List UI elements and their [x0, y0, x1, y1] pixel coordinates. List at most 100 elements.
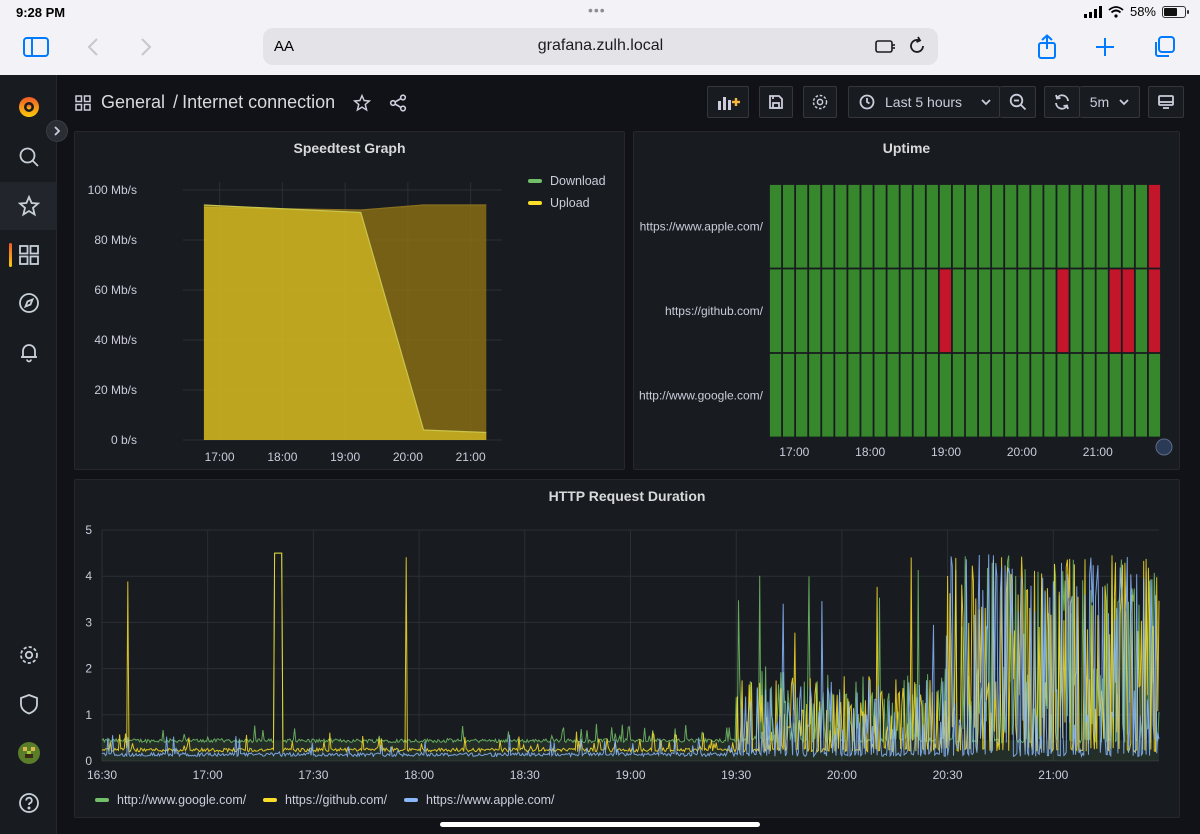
speedtest-panel[interactable]: Speedtest Graph 100 Mb/s 80 Mb/s 60 Mb/s 40… [74, 131, 625, 470]
refresh-interval-picker[interactable]: 5m [1080, 86, 1140, 118]
panel-title[interactable]: Speedtest Graph [293, 140, 406, 156]
save-dashboard-button[interactable] [759, 86, 793, 118]
legend-item-apple[interactable]: https://www.apple.com/ [404, 793, 555, 807]
status-cell-up [926, 353, 938, 437]
grafana-logo-icon[interactable] [0, 83, 57, 131]
legend-label: Upload [550, 196, 590, 210]
explore-icon[interactable] [0, 279, 57, 327]
status-cell-up [796, 269, 808, 353]
address-bar[interactable]: AA grafana.zulh.local [263, 28, 938, 65]
help-icon[interactable] [0, 779, 57, 827]
status-cell-up [1018, 353, 1030, 437]
status-cell-up [1070, 184, 1082, 268]
zoom-out-icon [1009, 93, 1026, 111]
chevron-down-icon [1119, 99, 1129, 106]
status-cell-up [1148, 353, 1161, 437]
status-cell-up [1018, 184, 1030, 268]
refresh-button[interactable] [1044, 86, 1080, 118]
status-cell-down [1148, 269, 1161, 353]
status-cell-up [782, 269, 795, 353]
time-range-picker[interactable]: Last 5 hours [848, 86, 1000, 118]
y-tick-label: 0 [85, 754, 92, 768]
http-duration-panel[interactable]: HTTP Request Duration 5 4 3 2 1 0 16:30 17:00 17… [74, 479, 1180, 818]
zoom-out-button[interactable] [1000, 86, 1036, 118]
status-cell-down [1148, 184, 1161, 268]
uptime-heatmap[interactable]: https://www.apple.com/https://github.com… [634, 132, 1181, 471]
chevron-right-icon [54, 126, 61, 136]
status-cell-up [939, 353, 952, 437]
time-range-label: Last 5 hours [885, 94, 963, 110]
share-dashboard-icon[interactable] [389, 93, 407, 112]
panel-title[interactable]: HTTP Request Duration [548, 488, 706, 504]
status-cell-up [913, 184, 925, 268]
status-cell-up [822, 184, 834, 268]
share-icon[interactable] [1032, 33, 1062, 61]
sidebar-toggle-icon[interactable] [21, 33, 51, 61]
status-cell-up [782, 353, 795, 437]
tabs-overview-icon[interactable] [1149, 33, 1179, 61]
status-cell-up [822, 353, 834, 437]
add-panel-button[interactable] [707, 86, 749, 118]
save-icon [769, 95, 783, 109]
server-admin-shield-icon[interactable] [0, 680, 57, 728]
legend-item-download[interactable]: Download [528, 174, 606, 188]
multitasking-dots-icon[interactable]: ••• [588, 2, 606, 18]
tv-mode-button[interactable] [1148, 86, 1184, 118]
forward-icon[interactable] [131, 33, 161, 61]
status-indicators: 58% [1083, 4, 1189, 19]
legend-label: Download [550, 174, 606, 188]
status-cell-up [822, 269, 834, 353]
reader-options-button[interactable]: AA [274, 38, 295, 55]
user-avatar[interactable] [0, 729, 57, 777]
status-cell-up [992, 269, 1004, 353]
legend-item-github[interactable]: https://github.com/ [263, 793, 387, 807]
status-cell-up [887, 353, 899, 437]
y-tick-label: 60 Mb/s [94, 283, 137, 297]
dashboards-icon[interactable] [0, 231, 57, 279]
status-cell-up [1031, 184, 1043, 268]
y-tick-label: 20 Mb/s [94, 383, 137, 397]
gear-icon [812, 94, 828, 110]
browser-chrome: 9:28 PM ••• 58% AA grafana.zulh.local [0, 0, 1200, 75]
home-indicator [440, 822, 760, 827]
legend-item-upload[interactable]: Upload [528, 196, 590, 210]
starred-icon[interactable] [0, 182, 57, 230]
cellular-signal-icon [1083, 5, 1102, 18]
status-cell-up [769, 353, 782, 437]
status-cell-up [1018, 269, 1030, 353]
breadcrumb-folder[interactable]: General [101, 92, 166, 112]
status-cell-up [1057, 353, 1069, 437]
url-text[interactable]: grafana.zulh.local [537, 37, 664, 54]
x-tick-label: 17:00 [779, 445, 809, 459]
x-tick-label: 21:00 [1083, 445, 1113, 459]
speedtest-chart[interactable]: 100 Mb/s 80 Mb/s 60 Mb/s 40 Mb/s 20 Mb/s 0 b/… [75, 132, 626, 471]
dashboard-title[interactable]: Internet connection [182, 92, 336, 112]
search-icon[interactable] [0, 133, 57, 181]
x-tick-label: 20:00 [827, 768, 857, 782]
back-icon[interactable] [78, 33, 108, 61]
uptime-panel[interactable]: Uptime https://www.apple.com/https://git… [633, 131, 1180, 470]
status-cell-up [1005, 353, 1017, 437]
panel-title[interactable]: Uptime [882, 140, 931, 156]
reload-icon[interactable] [907, 36, 927, 56]
add-panel-icon [718, 97, 740, 110]
legend-swatch [263, 798, 277, 802]
extension-icon[interactable] [874, 36, 896, 56]
x-tick-label: 18:00 [404, 768, 434, 782]
status-cell-up [1044, 353, 1056, 437]
x-tick-label: 19:00 [615, 768, 645, 782]
star-icon[interactable] [353, 93, 372, 112]
legend-item-google[interactable]: http://www.google.com/ [95, 793, 246, 807]
sidebar-expand-button[interactable] [46, 120, 68, 142]
dashboard-settings-button[interactable] [803, 86, 837, 118]
new-tab-icon[interactable] [1090, 33, 1120, 61]
status-cell-up [992, 353, 1004, 437]
http-duration-chart[interactable]: 5 4 3 2 1 016:30 17:00 17:30 18:00 18:30 19:00 19:3… [75, 480, 1181, 819]
status-cell-up [1122, 184, 1134, 268]
status-cell-up [952, 353, 965, 437]
status-cell-up [1083, 353, 1095, 437]
alerting-bell-icon[interactable] [0, 328, 57, 376]
status-cell-up [1031, 269, 1043, 353]
row-label: https://github.com/ [665, 304, 764, 318]
configuration-gear-icon[interactable] [0, 631, 57, 679]
